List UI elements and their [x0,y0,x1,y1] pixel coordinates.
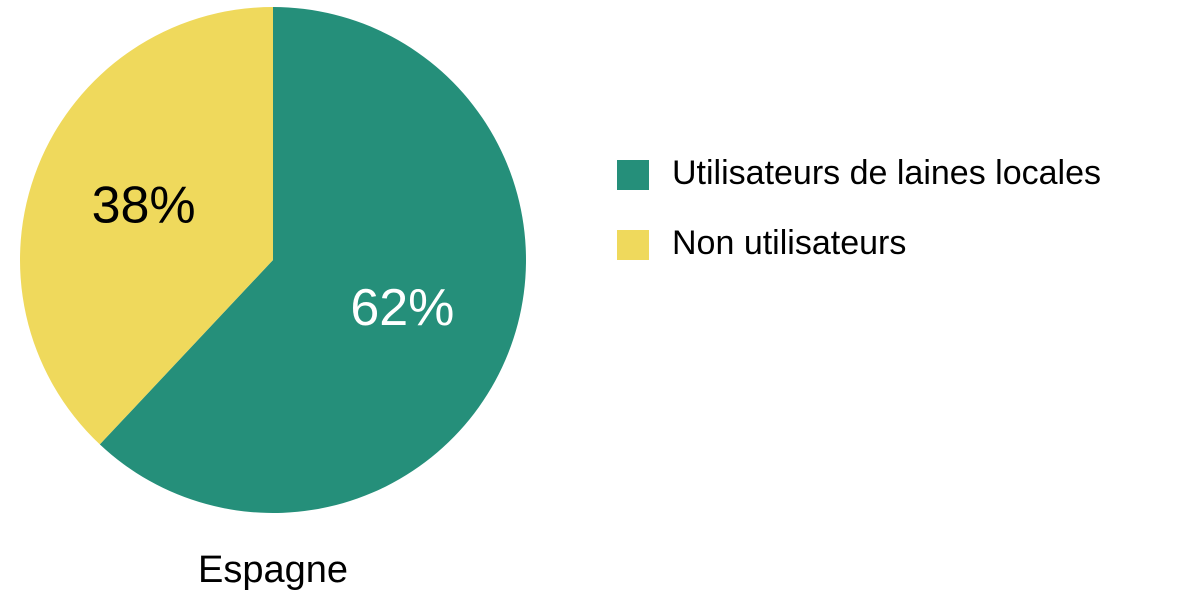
pie-caption: Espagne [198,549,348,591]
legend-swatch [617,160,649,190]
legend-label: Utilisateurs de laines locales [672,154,1101,192]
pie-slice [19,7,273,445]
data-label: 62% [350,279,454,337]
legend-swatch [617,230,649,260]
data-label: 38% [92,177,196,235]
legend-label: Non utilisateurs [672,224,906,262]
pie-slice [99,7,526,513]
